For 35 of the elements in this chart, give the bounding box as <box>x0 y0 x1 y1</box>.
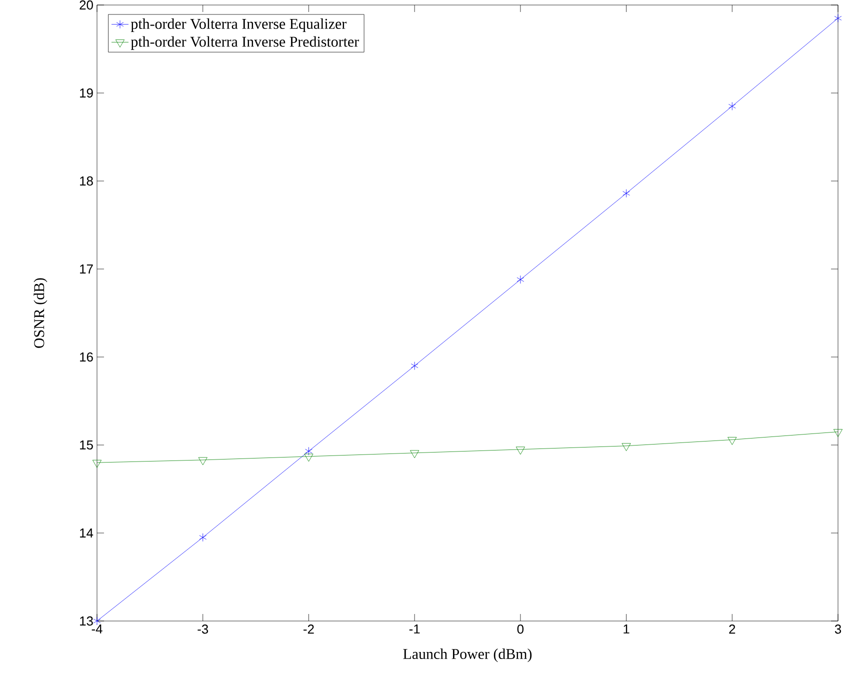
y-tick-label: 14 <box>80 528 94 538</box>
point <box>834 14 842 22</box>
x-tick-label: -2 <box>304 624 314 634</box>
x-tick-label: 2 <box>729 624 736 634</box>
point <box>622 189 630 198</box>
y-axis-title: OSNR (dB) <box>34 278 48 348</box>
point <box>198 457 208 466</box>
point <box>92 460 102 468</box>
x-tick-label: -3 <box>198 624 208 634</box>
y-tick-label: 13 <box>80 616 93 626</box>
point <box>516 275 524 284</box>
point <box>304 454 314 462</box>
y-tick-label: 18 <box>80 176 93 186</box>
point <box>728 102 736 110</box>
x-tick-label: 3 <box>834 624 842 634</box>
point <box>410 362 418 370</box>
point <box>199 533 207 542</box>
y-tick-label: 16 <box>80 352 93 362</box>
y-tick-label: 20 <box>80 0 93 10</box>
point <box>622 443 631 452</box>
y-tick-label: 17 <box>80 264 93 274</box>
legend-label: pth-order Volterra Inverse Equalizer <box>130 18 346 32</box>
x-axis-title: Launch Power (dBm) <box>403 648 532 662</box>
point <box>410 450 420 458</box>
legend-label: pth-order Volterra Inverse Predistorter <box>130 36 359 50</box>
y-tick-label: 15 <box>80 440 93 450</box>
x-tick-label: 1 <box>624 624 630 634</box>
y-tick-label: 19 <box>80 88 93 98</box>
point <box>516 446 525 455</box>
point <box>305 446 312 456</box>
x-tick-label: 0 <box>517 624 524 634</box>
point <box>833 429 843 437</box>
point <box>728 437 737 445</box>
x-tick-label: -4 <box>92 624 102 634</box>
x-tick-label: -1 <box>409 624 420 634</box>
